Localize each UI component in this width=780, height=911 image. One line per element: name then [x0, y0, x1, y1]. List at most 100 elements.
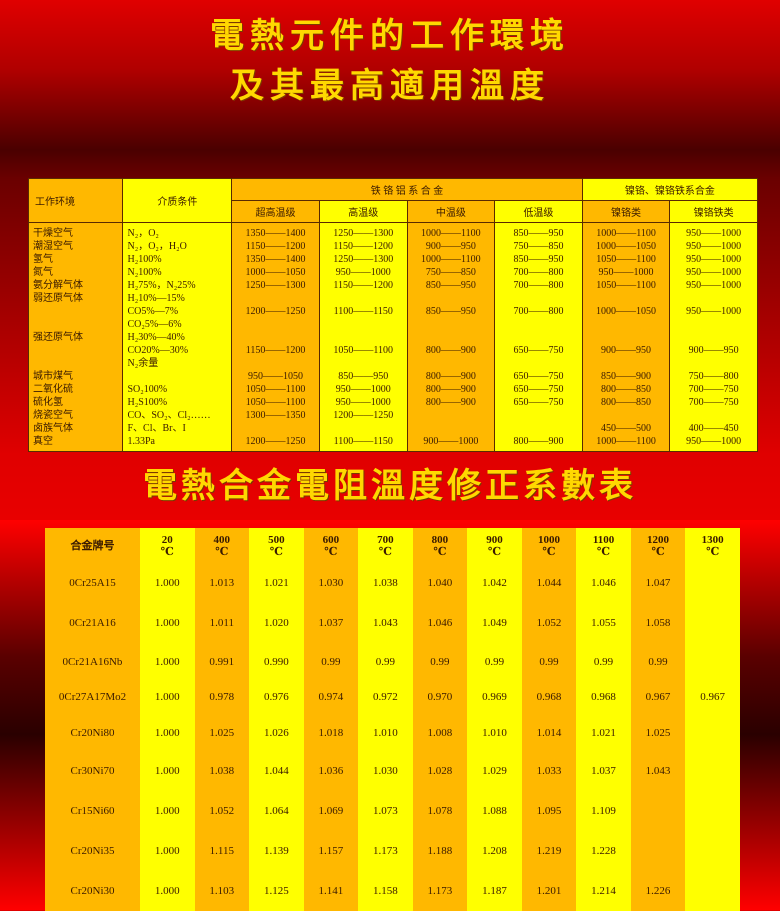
header-temperature: 800 ℃ [412, 528, 468, 563]
coefficient-cell [685, 643, 740, 680]
temperature-cell: 850——950 [494, 222, 583, 240]
coefficient-cell: 1.038 [194, 751, 250, 791]
header-temperature: 1100 ℃ [576, 528, 631, 563]
coefficient-cell: 1.033 [521, 751, 577, 791]
coefficient-cell: 1.158 [358, 871, 413, 911]
celsius-unit: ℃ [378, 545, 392, 558]
temperature-cell: 700——800 [494, 305, 583, 318]
table-row: Cr30Ni70 1.000 1.038 1.044 1.036 1.030 1.028 1.… [45, 751, 740, 791]
environment-cell: 城市煤气 [27, 370, 124, 383]
temperature-cell: 950——1000 [318, 396, 408, 409]
temperature-cell: 850——950 [318, 370, 408, 383]
temperature-cell [669, 292, 758, 305]
coefficient-cell: 1.028 [412, 751, 468, 791]
coefficient-cell: 0.99 [467, 643, 522, 680]
coefficient-cell: 1.011 [194, 603, 250, 643]
temperature-cell: 950——1050 [231, 370, 320, 383]
temperature-value: 700 [377, 533, 394, 546]
coefficient-cell: 1.000 [140, 871, 195, 911]
temperature-cell [231, 357, 320, 370]
table-row: CO5%—7% 1200——1250 1100——1150 850——950 700——… [27, 305, 758, 318]
temperature-cell [231, 331, 320, 344]
table-row: CO₂5%—6% [27, 318, 758, 331]
temperature-value: 1200 [647, 533, 670, 546]
coefficient-cell: 1.139 [249, 831, 304, 871]
temperature-cell [406, 318, 496, 331]
environment-cell: 氢气 [27, 253, 124, 266]
table-row: 0Cr27A17Mo2 1.000 0.978 0.976 0.974 0.972 0.97… [45, 680, 740, 714]
temperature-cell [494, 409, 583, 422]
medium-cell: H₂100% [122, 253, 233, 266]
coefficient-cell: 1.226 [630, 871, 686, 911]
coefficient-cell: 1.046 [412, 603, 468, 643]
temperature-value: 600 [322, 533, 340, 546]
temperature-cell: 850——950 [406, 305, 496, 318]
temperature-cell: 700——800 [494, 279, 583, 292]
coefficient-cell: 1.037 [303, 603, 359, 643]
header-temperature: 20 ℃ [140, 528, 195, 563]
temperature-cell: 950——1000 [669, 240, 758, 253]
header-temperature: 700 ℃ [358, 528, 413, 563]
temperature-cell: 800——900 [406, 344, 496, 357]
coefficient-cell: 1.141 [303, 871, 359, 911]
temperature-cell: 950——1000 [669, 279, 758, 292]
alloy-name: 0Cr25A15 [45, 563, 140, 603]
temperature-cell: 800——900 [406, 370, 496, 383]
temperature-cell: 650——750 [494, 370, 583, 383]
temperature-cell: 1000——1100 [406, 253, 496, 266]
temperature-cell: 1200——1250 [231, 305, 320, 318]
temperature-cell [494, 357, 583, 370]
coefficient-cell: 1.046 [576, 563, 631, 603]
coefficient-cell: 1.052 [194, 791, 250, 831]
alloy-name: Cr30Ni70 [45, 751, 140, 791]
environment-cell: 强还原气体 [27, 331, 124, 344]
header-subgroup: 超高温级 [231, 200, 320, 223]
table-row: 0Cr21A16 1.000 1.011 1.020 1.037 1.043 1.046 1.… [45, 603, 740, 643]
temperature-cell: 900——950 [406, 240, 496, 253]
coefficient-cell: 1.058 [630, 603, 686, 643]
header-alloy: 合金牌号 [45, 528, 140, 563]
alloy-name: 0Cr21A16Nb [45, 643, 140, 680]
temperature-value: 900 [486, 533, 503, 546]
medium-cell: CO5%—7% [122, 305, 233, 318]
coefficient-cell: 0.967 [630, 680, 686, 714]
coefficient-cell: 1.049 [467, 603, 522, 643]
medium-cell: H₂30%—40% [122, 331, 233, 344]
header-temperature: 600 ℃ [303, 528, 359, 563]
coefficient-cell: 1.228 [576, 831, 631, 871]
temperature-cell: 1050——1100 [581, 253, 671, 266]
coefficient-cell: 1.025 [194, 714, 250, 751]
temperature-cell: 900——950 [669, 344, 758, 357]
temperature-cell: 400——450 [669, 422, 758, 435]
temperature-cell [318, 422, 408, 435]
temperature-cell [669, 331, 758, 344]
medium-cell: CO20%—30% [122, 344, 233, 357]
table-row: 城市煤气 950——1050 850——950 800——900 650——750 850… [27, 370, 758, 383]
temperature-value: 800 [431, 533, 449, 546]
header-subgroup: 中温级 [406, 200, 496, 223]
coefficient-cell: 0.99 [412, 643, 468, 680]
temperature-cell: 1350——1400 [231, 222, 320, 240]
coefficient-cell: 1.157 [303, 831, 359, 871]
medium-cell: H₂75%，N₂25% [122, 279, 233, 292]
temperature-cell: 1050——1100 [318, 344, 408, 357]
coefficient-cell: 1.088 [467, 791, 522, 831]
header-subgroup: 高温级 [318, 200, 408, 223]
coefficient-cell: 1.036 [303, 751, 359, 791]
header-temperature: 900 ℃ [467, 528, 522, 563]
temperature-cell: 800——900 [406, 383, 496, 396]
temperature-cell: 700——800 [494, 266, 583, 279]
environment-cell [27, 305, 124, 318]
temperature-cell [669, 357, 758, 370]
temperature-cell: 650——750 [494, 344, 583, 357]
temperature-cell: 950——1000 [318, 383, 408, 396]
coefficient-cell: 1.125 [249, 871, 304, 911]
coefficient-cell: 1.095 [521, 791, 577, 831]
alloy-name: Cr20Ni80 [45, 714, 140, 751]
temperature-cell [669, 318, 758, 331]
temperature-cell [494, 331, 583, 344]
coefficient-cell [630, 831, 686, 871]
temperature-cell [406, 331, 496, 344]
coefficient-cell: 1.000 [140, 714, 195, 751]
coefficient-cell: 1.042 [467, 563, 522, 603]
